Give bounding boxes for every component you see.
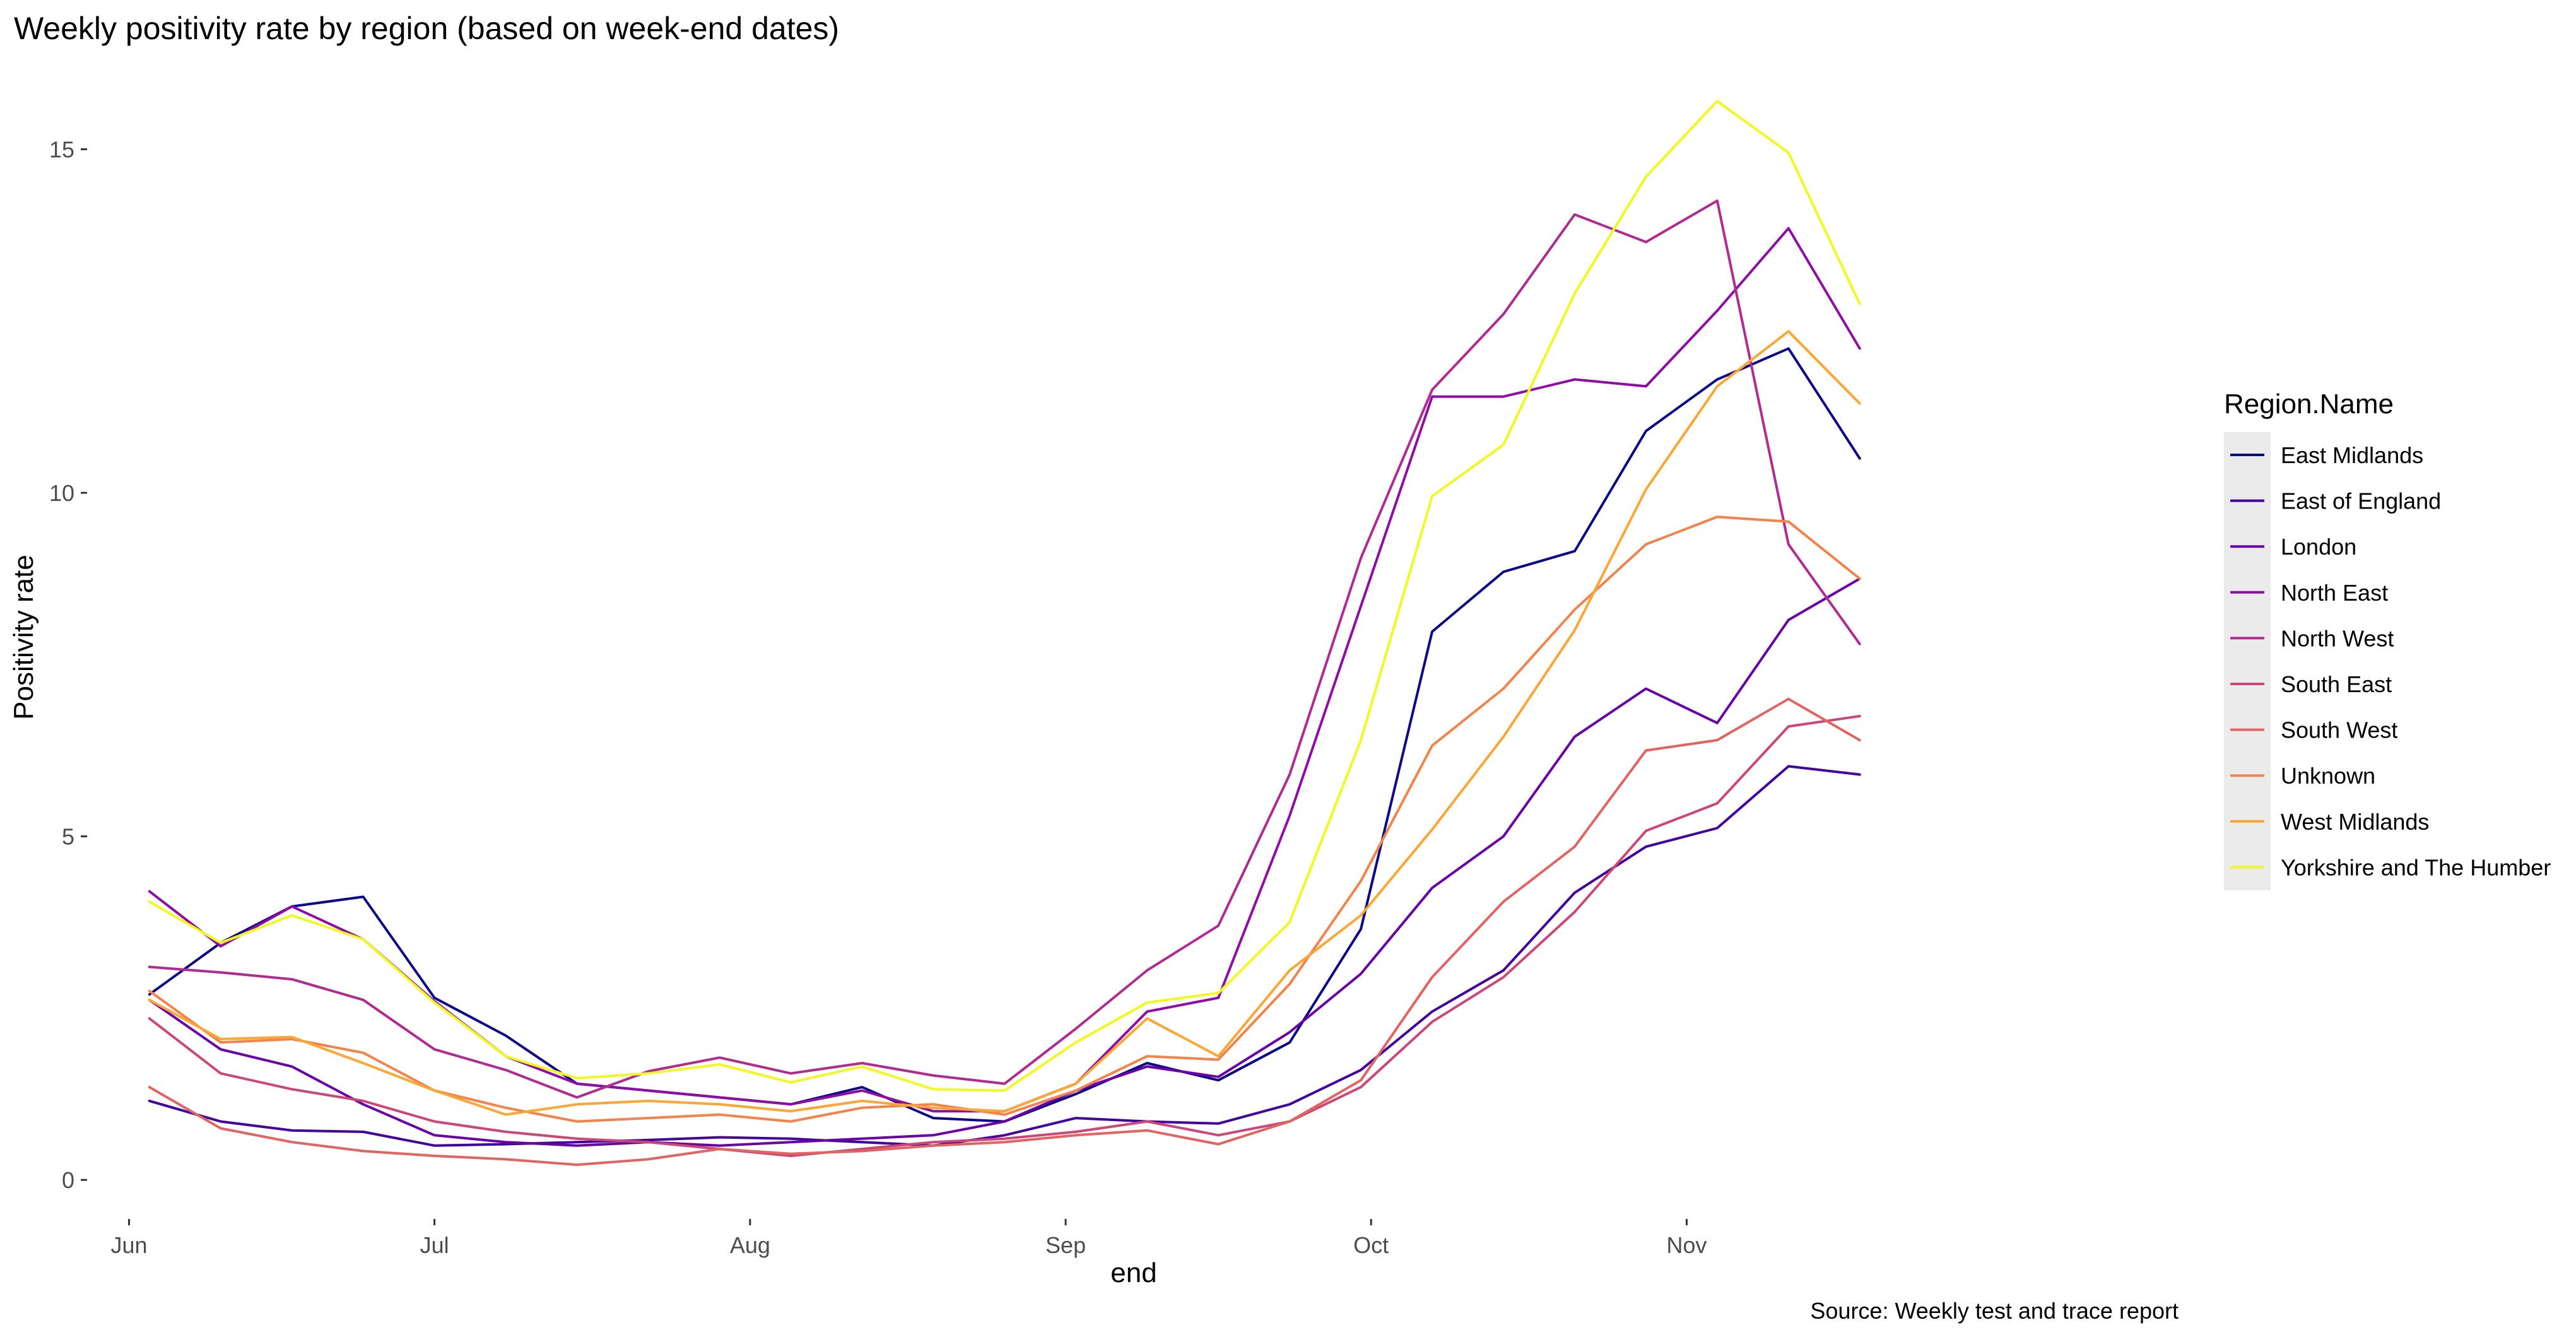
- series-line-east-of-england: [148, 765, 1861, 1147]
- legend-key-background: [2224, 432, 2271, 890]
- legend-label: North West: [2281, 625, 2394, 651]
- x-tick-label: Oct: [1353, 1232, 1389, 1258]
- y-axis-title: Positivity rate: [8, 555, 39, 720]
- x-axis: Jun Jul Aug Sep Oct Nov: [111, 1219, 1707, 1258]
- legend-label: South East: [2281, 671, 2392, 697]
- series-lines: [148, 100, 1861, 1167]
- chart-caption: Source: Weekly test and trace report: [1810, 1298, 2179, 1324]
- y-tick-label: 5: [62, 824, 74, 850]
- legend-label: East of England: [2281, 488, 2441, 514]
- x-axis-title: end: [1110, 1257, 1156, 1288]
- legend-label: Yorkshire and The Humber: [2281, 854, 2551, 880]
- x-tick-label: Jun: [111, 1232, 148, 1258]
- series-line-north-west: [148, 199, 1861, 1099]
- x-tick-label: Sep: [1045, 1232, 1086, 1258]
- legend-label: South West: [2281, 717, 2397, 743]
- x-tick-label: Jul: [420, 1232, 449, 1258]
- legend-label: West Midlands: [2281, 809, 2429, 835]
- series-line-london: [148, 577, 1861, 1147]
- series-line-west-midlands: [148, 330, 1861, 1116]
- y-tick-label: 10: [49, 480, 74, 506]
- x-tick-label: Nov: [1666, 1232, 1707, 1258]
- y-axis: 0 5 10 15: [49, 137, 87, 1193]
- legend-label: East Midlands: [2281, 442, 2423, 468]
- x-tick-label: Aug: [730, 1232, 770, 1258]
- legend-items: East Midlands East of England London North …: [2230, 442, 2551, 880]
- series-line-south-west: [148, 697, 1861, 1167]
- legend-title: Region.Name: [2224, 389, 2394, 420]
- legend: Region.Name East Midlands East of England…: [2224, 389, 2551, 890]
- chart-title: Weekly positivity rate by region (based …: [14, 11, 839, 46]
- series-line-south-east: [148, 715, 1861, 1157]
- series-line-yorkshire-and-the-humber: [148, 100, 1861, 1092]
- legend-label: London: [2281, 534, 2356, 560]
- series-line-east-midlands: [148, 347, 1861, 1123]
- y-tick-label: 15: [49, 137, 74, 163]
- legend-label: North East: [2281, 580, 2388, 606]
- legend-label: Unknown: [2281, 763, 2375, 789]
- y-tick-label: 0: [62, 1167, 74, 1193]
